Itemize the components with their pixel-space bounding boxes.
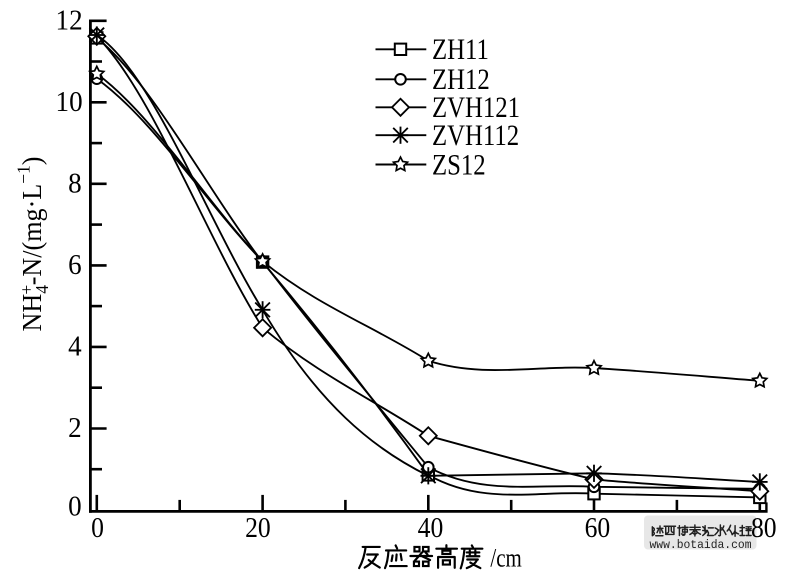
svg-text:4: 4 xyxy=(68,331,82,363)
svg-text:2: 2 xyxy=(68,412,82,444)
svg-text:40: 40 xyxy=(418,512,444,544)
svg-text:20: 20 xyxy=(245,512,271,544)
svg-text:www.botaida.com: www.botaida.com xyxy=(650,537,752,551)
svg-text:8: 8 xyxy=(68,168,82,200)
svg-text:12: 12 xyxy=(56,5,83,37)
svg-text:ZS12: ZS12 xyxy=(432,148,486,180)
svg-text:0: 0 xyxy=(68,491,82,523)
svg-text:/cm: /cm xyxy=(490,544,521,573)
svg-text:10: 10 xyxy=(56,87,83,119)
svg-text:60: 60 xyxy=(585,512,611,544)
svg-text:80: 80 xyxy=(751,512,777,544)
svg-text:NH4+-N/(mg·L−1): NH4+-N/(mg·L−1) xyxy=(13,156,52,331)
svg-text:6: 6 xyxy=(68,250,82,282)
svg-text:ZVH121: ZVH121 xyxy=(432,91,520,123)
svg-text:ZVH112: ZVH112 xyxy=(432,119,519,151)
svg-text:ZH12: ZH12 xyxy=(432,63,490,95)
svg-text:ZH11: ZH11 xyxy=(432,33,489,65)
svg-text:0: 0 xyxy=(91,512,104,544)
